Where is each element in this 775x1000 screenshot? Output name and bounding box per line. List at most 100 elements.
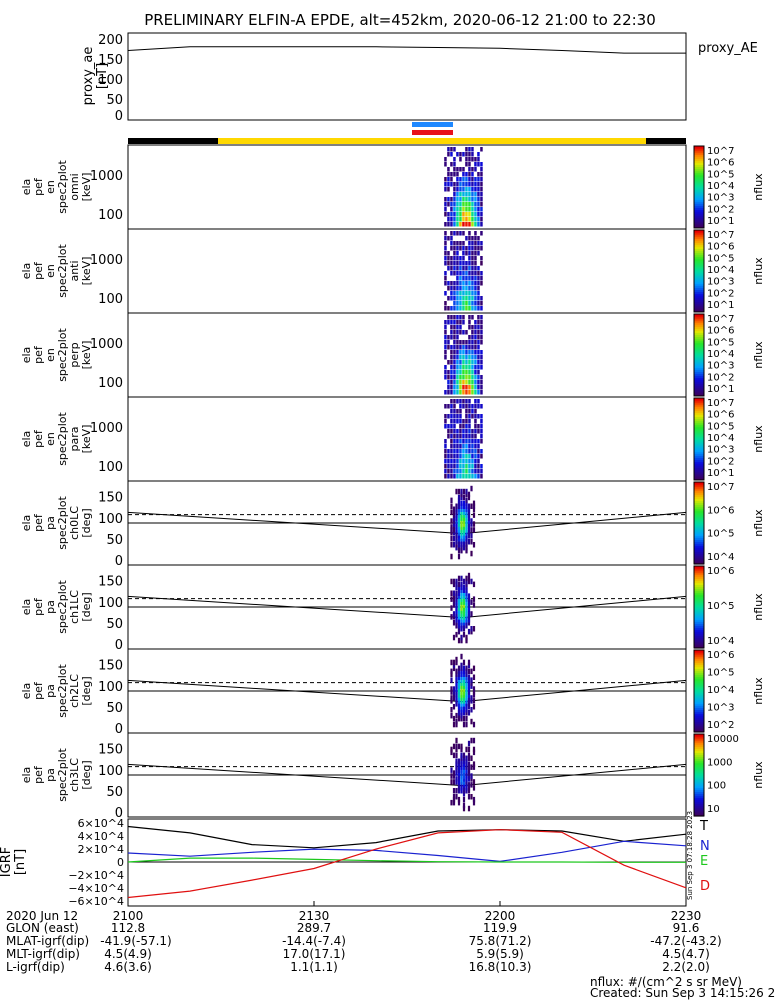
spectrogram-pixel bbox=[459, 281, 462, 286]
spectrogram-pixel bbox=[468, 365, 471, 370]
spectrogram-pixel bbox=[462, 271, 465, 276]
colorbar-segment bbox=[694, 387, 704, 391]
spectrogram-pixel bbox=[462, 515, 466, 521]
spectrogram-pixel bbox=[467, 692, 471, 698]
spectrogram-pixel bbox=[462, 375, 465, 380]
spectrogram-pixel bbox=[465, 782, 468, 788]
spectrogram-pixel bbox=[470, 680, 473, 686]
colorbar-segment bbox=[694, 299, 704, 303]
colorbar-segment bbox=[694, 256, 704, 260]
spectrogram-pixel bbox=[465, 521, 468, 527]
pitch-burst bbox=[450, 572, 476, 644]
colorbar-segment bbox=[694, 521, 704, 524]
colorbar-segment bbox=[694, 738, 704, 741]
spectrogram-pixel bbox=[460, 596, 463, 602]
spectrogram-pixel bbox=[456, 271, 459, 276]
ylabel-line: spec2plot bbox=[56, 160, 69, 214]
spectrogram-pixel bbox=[480, 147, 483, 152]
spectrogram-pixel bbox=[452, 602, 456, 608]
spectrogram-pixel bbox=[459, 212, 462, 217]
spectrogram-pixel bbox=[468, 459, 471, 464]
colorbar-segment bbox=[694, 650, 704, 653]
spectrogram-pixel bbox=[447, 286, 450, 291]
spectrogram-pixel bbox=[465, 758, 468, 764]
spectrogram-pixel bbox=[444, 187, 447, 192]
spectrogram-pixel bbox=[457, 776, 461, 782]
spectrogram-pixel bbox=[450, 222, 453, 227]
ylabel-line: en bbox=[44, 264, 57, 278]
spectrogram-pixel bbox=[470, 599, 473, 605]
colorbar-segment bbox=[694, 656, 704, 659]
spectrogram-pixel bbox=[465, 701, 468, 707]
spectrogram-pixel bbox=[467, 506, 471, 512]
spectrogram-pixel bbox=[474, 345, 477, 350]
spectrogram-pixel bbox=[465, 271, 468, 276]
spectrogram-pixel bbox=[462, 291, 465, 296]
spectrogram-pixel bbox=[452, 770, 456, 776]
spectrogram-pixel bbox=[468, 246, 471, 251]
spectrogram-pixel bbox=[447, 296, 450, 301]
spectrogram-pixel bbox=[477, 469, 480, 474]
ylabel-line: ela bbox=[20, 767, 33, 784]
spectrogram-pixel bbox=[453, 291, 456, 296]
spectrogram-pixel bbox=[470, 683, 473, 689]
spectrogram-pixel bbox=[471, 459, 474, 464]
spectrogram-pixel bbox=[462, 707, 466, 713]
spectrogram-pixel bbox=[444, 355, 447, 360]
colorbar-segment bbox=[694, 305, 704, 309]
colorbar-tick-label: 10^4 bbox=[707, 181, 734, 192]
spectrogram-pixel bbox=[457, 596, 461, 602]
spectrogram-pixel bbox=[480, 325, 483, 330]
spectrogram-pixel bbox=[468, 266, 471, 271]
colorbar-tick-label: 10^3 bbox=[707, 703, 734, 714]
spectrogram-pixel bbox=[460, 527, 463, 533]
colorbar-segment bbox=[694, 328, 704, 331]
colorbar-segment bbox=[694, 309, 704, 313]
spectrogram-pixel bbox=[444, 231, 447, 236]
row-value: 4.5(4.9) bbox=[104, 947, 152, 961]
row-value: 2230 bbox=[671, 909, 702, 923]
y-tick-label: 100 bbox=[98, 292, 123, 307]
spectrogram-pixel bbox=[460, 715, 463, 722]
spectrogram-pixel bbox=[468, 350, 471, 355]
spectrogram-pixel bbox=[471, 301, 474, 306]
spectrogram-pixel bbox=[453, 306, 456, 311]
colorbar-segment bbox=[694, 676, 704, 680]
spectrogram-pixel bbox=[459, 222, 462, 227]
spectrogram-pixel bbox=[468, 296, 471, 301]
spectrogram-pixel bbox=[462, 222, 465, 227]
spectrogram-pixel bbox=[447, 449, 450, 454]
spectrogram-pixel bbox=[456, 474, 459, 479]
colorbar-segment bbox=[694, 178, 704, 182]
spectrogram-pixel bbox=[460, 494, 463, 501]
colorbar-segment bbox=[694, 289, 704, 292]
spectrogram-pixel bbox=[477, 286, 480, 291]
spectrogram-pixel bbox=[450, 596, 453, 602]
spectrogram-pixel bbox=[468, 147, 471, 152]
spectrogram-pixel bbox=[465, 404, 468, 409]
spectrogram-pixel bbox=[471, 340, 474, 345]
spectrogram-pixel bbox=[477, 197, 480, 202]
x-time-ticks bbox=[313, 901, 501, 906]
spectrogram-pixel bbox=[462, 668, 466, 675]
spectrogram-pixel bbox=[452, 743, 456, 750]
spectrogram-pixel bbox=[450, 530, 453, 536]
spectrogram-pixel bbox=[460, 761, 463, 767]
spectrogram-pixel bbox=[452, 692, 456, 698]
spectrogram-pixel bbox=[462, 701, 466, 707]
colorbar-segment bbox=[694, 320, 704, 323]
spectrogram-pixel bbox=[480, 296, 483, 301]
spectrogram-pixel bbox=[468, 152, 471, 157]
colorbar-tick-label: 10^1 bbox=[707, 216, 734, 227]
spectrogram-pixel bbox=[462, 764, 466, 770]
spectrogram-pixel bbox=[477, 162, 480, 167]
colorbar-segment bbox=[694, 611, 704, 614]
spectrogram-pixel bbox=[444, 251, 447, 256]
spectrogram-pixel bbox=[453, 454, 456, 459]
spectrogram-pixel bbox=[457, 542, 461, 548]
spectrogram-pixel bbox=[471, 276, 474, 281]
spectrogram-pixel bbox=[453, 207, 456, 212]
spectrogram-pixel bbox=[444, 182, 447, 187]
colorbar-segment bbox=[694, 723, 704, 727]
spectrogram-pixel bbox=[457, 533, 461, 539]
